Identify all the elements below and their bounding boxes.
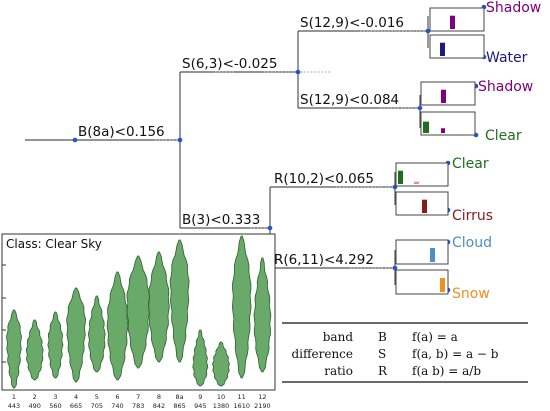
leaf-histogram-box bbox=[395, 239, 449, 265]
violin-band-10 bbox=[212, 341, 230, 387]
band-number-label: 1 bbox=[12, 393, 16, 401]
band-number-label: 11 bbox=[238, 393, 246, 401]
band-number-label: 3 bbox=[53, 393, 57, 401]
violin-band-6 bbox=[106, 271, 129, 381]
band-number-label: 8 bbox=[157, 393, 161, 401]
band-number-label: 10 bbox=[217, 393, 225, 401]
violin-band-1 bbox=[6, 309, 22, 389]
band-wavelength-label: 705 bbox=[91, 402, 103, 410]
leaf-histogram-box bbox=[420, 111, 476, 136]
leaf-boxes bbox=[395, 7, 485, 295]
leaf-histogram-bar bbox=[440, 42, 445, 56]
violin-panel-title: Class: Clear Sky bbox=[6, 237, 102, 251]
leaf-histogram-box bbox=[395, 269, 449, 295]
band-wavelength-label: 2190 bbox=[254, 402, 271, 410]
band-number-label: 6 bbox=[115, 393, 119, 401]
violin-band-5 bbox=[87, 295, 106, 373]
leaf-histogram-box bbox=[429, 7, 485, 32]
leaf-label-water: Water bbox=[486, 50, 528, 66]
leaf-histogram-bar-minor bbox=[414, 181, 419, 184]
root-split-label: B(8a)<0.156 bbox=[78, 124, 165, 140]
split-label-r6-11: R(6,11)<4.292 bbox=[274, 252, 374, 268]
band-wavelength-label: 865 bbox=[173, 402, 185, 410]
leaf-histogram-bar-minor bbox=[441, 128, 445, 133]
leaf-label-shadow-2: Shadow bbox=[478, 79, 533, 95]
band-wavelength-label: 945 bbox=[194, 402, 206, 410]
band-wavelength-label: 1610 bbox=[233, 402, 250, 410]
band-wavelength-label: 665 bbox=[70, 402, 82, 410]
violin-shapes bbox=[6, 235, 272, 389]
leaf-histogram-bar bbox=[422, 199, 427, 213]
leaf-label-snow: Snow bbox=[452, 286, 490, 302]
leaf-label-clear-2: Clear bbox=[452, 156, 489, 172]
upper-split-label: S(6,3)<-0.025 bbox=[182, 56, 277, 72]
leaf-histogram-bar bbox=[441, 89, 446, 103]
leaf-histogram-box bbox=[420, 81, 476, 106]
leaf-label-cloud: Cloud bbox=[452, 235, 492, 251]
band-wavelength-label: 443 bbox=[8, 402, 20, 410]
leaf-histogram-bar bbox=[398, 170, 403, 184]
lower-split-label: B(3)<0.333 bbox=[182, 212, 260, 228]
operator-legend-table: band B f(a) = a difference S f(a, b) = a… bbox=[282, 322, 528, 383]
legend-row-band-name: band bbox=[323, 330, 354, 344]
leaf-label-cirrus: Cirrus bbox=[452, 208, 493, 224]
band-wavelength-label: 842 bbox=[153, 402, 165, 410]
violin-band-3 bbox=[47, 311, 64, 379]
violin-band-12 bbox=[253, 257, 272, 373]
split-label-s12-9-a: S(12,9)<-0.016 bbox=[300, 15, 404, 31]
violin-band-4 bbox=[66, 287, 87, 383]
legend-row-difference-symbol: S bbox=[378, 347, 386, 361]
leaf-histogram-box bbox=[429, 34, 485, 59]
legend-row-difference-name: difference bbox=[291, 347, 353, 361]
legend-row-ratio-name: ratio bbox=[324, 364, 353, 378]
band-number-label: 8a bbox=[176, 393, 184, 401]
leaf-label-clear-1: Clear bbox=[485, 128, 522, 144]
leaf-histogram-box bbox=[395, 162, 449, 187]
legend-row-band-symbol: B bbox=[378, 330, 387, 344]
band-number-label: 12 bbox=[258, 393, 266, 401]
split-label-r10-2: R(10,2)<0.065 bbox=[274, 171, 374, 187]
leaf-label-shadow-1: Shadow bbox=[486, 0, 541, 16]
band-wavelength-label: 783 bbox=[132, 402, 144, 410]
violin-band-8a bbox=[169, 239, 190, 363]
violin-band-9 bbox=[192, 329, 209, 387]
violin-band-2 bbox=[25, 319, 44, 381]
band-number-label: 4 bbox=[74, 393, 78, 401]
violin-band-8 bbox=[147, 251, 170, 363]
band-wavelength-label: 740 bbox=[111, 402, 123, 410]
violin-band-11 bbox=[231, 235, 252, 379]
split-label-s12-9-b: S(12,9)<0.084 bbox=[300, 92, 399, 108]
band-wavelength-label: 490 bbox=[28, 402, 40, 410]
leaf-histogram-bar bbox=[423, 121, 429, 133]
leaf-histogram-bar bbox=[440, 278, 445, 292]
band-number-label: 7 bbox=[136, 393, 140, 401]
band-wavelength-label: 1380 bbox=[213, 402, 230, 410]
leaf-histogram-bar bbox=[430, 248, 435, 262]
band-number-label: 5 bbox=[95, 393, 99, 401]
band-number-label: 2 bbox=[33, 393, 37, 401]
legend-row-band-formula: f(a) = a bbox=[412, 330, 458, 344]
leaf-histogram-bar bbox=[450, 15, 455, 29]
band-wavelength-label: 560 bbox=[49, 402, 61, 410]
legend-row-ratio-formula: f(a b) = a/b bbox=[412, 364, 481, 378]
legend-row-difference-formula: f(a, b) = a − b bbox=[412, 347, 499, 361]
violin-band-7 bbox=[126, 255, 151, 369]
legend-row-ratio-symbol: R bbox=[378, 364, 388, 378]
band-number-label: 9 bbox=[198, 393, 202, 401]
